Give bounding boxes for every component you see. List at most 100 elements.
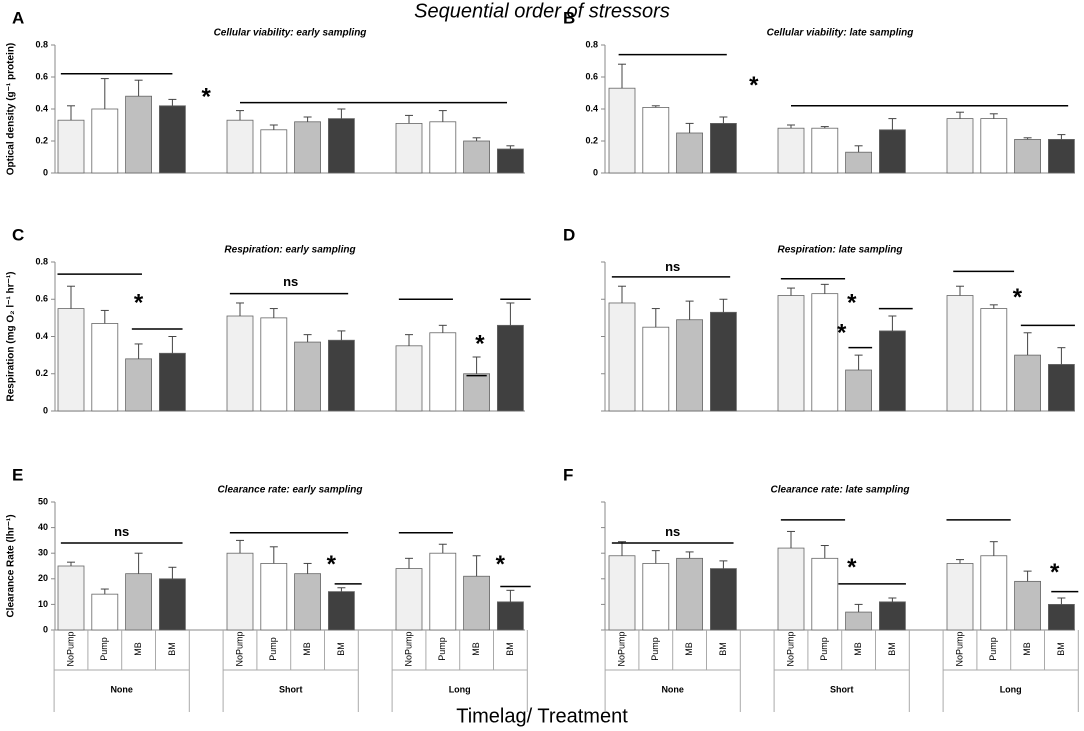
bar	[1014, 138, 1041, 174]
group-label: None	[110, 684, 133, 694]
bar	[777, 547, 805, 631]
y-tick-label: 20	[38, 573, 48, 583]
group-label: Short	[830, 684, 854, 694]
y-tick-label: 0.6	[35, 71, 48, 81]
significance-mark: ns	[283, 274, 298, 289]
significance-mark: *	[475, 331, 485, 358]
bar	[260, 317, 288, 412]
bar	[1048, 138, 1075, 174]
bar-label: NoPump	[234, 631, 244, 666]
bar	[57, 308, 85, 412]
bar	[946, 118, 974, 174]
bar	[980, 555, 1008, 631]
y-tick-label: 0.2	[35, 135, 48, 145]
bar-label: BM	[1056, 642, 1066, 656]
panel-letter: B	[563, 8, 575, 27]
bar	[845, 611, 872, 631]
bar	[1048, 604, 1075, 631]
y-tick-label: 0	[43, 167, 48, 177]
bar	[125, 573, 152, 631]
y-tick-label: 0.6	[585, 71, 598, 81]
bar	[946, 295, 974, 412]
bar	[1048, 364, 1075, 412]
bar	[811, 293, 839, 412]
bar	[879, 601, 906, 631]
bar	[811, 557, 839, 631]
panel-letter: F	[563, 465, 573, 484]
bar	[777, 127, 805, 174]
bar	[395, 345, 423, 412]
significance-mark: *	[202, 83, 212, 110]
bar	[226, 119, 254, 174]
y-tick-label: 0	[593, 167, 598, 177]
bar-label: MB	[853, 642, 863, 656]
bar	[1014, 580, 1041, 631]
bar	[395, 568, 423, 631]
significance-mark: *	[496, 551, 506, 578]
y-tick-label: 40	[38, 522, 48, 532]
figure-title: Sequential order of stressors	[414, 0, 670, 22]
significance-mark: *	[327, 551, 337, 578]
bar-label: MB	[1022, 642, 1032, 656]
bar-label: Pump	[819, 637, 829, 661]
significance-mark: *	[847, 554, 857, 581]
bar-label: MB	[133, 642, 143, 656]
bar	[91, 108, 119, 174]
bar	[676, 319, 703, 412]
y-tick-label: 30	[38, 548, 48, 558]
bar	[294, 121, 322, 174]
bar	[496, 148, 524, 174]
bar-label: BM	[336, 642, 346, 656]
bar	[327, 118, 355, 174]
y-tick-label: 50	[38, 496, 48, 506]
bar	[294, 341, 322, 412]
bar-label: NoPump	[785, 631, 795, 666]
panel-title: Respiration: early sampling	[224, 245, 355, 256]
y-tick-label: 0.2	[585, 135, 598, 145]
y-tick-label: 0.8	[35, 256, 48, 266]
bar	[710, 568, 737, 631]
bar-label: Pump	[437, 637, 447, 661]
bar	[91, 323, 119, 412]
group-label: Short	[279, 684, 303, 694]
y-tick-label: 0.4	[35, 103, 48, 113]
bar	[710, 123, 737, 174]
significance-mark: *	[749, 72, 759, 99]
bar-label: BM	[167, 642, 177, 656]
bar	[946, 563, 974, 631]
bar	[57, 119, 85, 174]
bar	[642, 107, 670, 174]
y-tick-label: 0.6	[35, 294, 48, 304]
panel-title: Cellular viability: late sampling	[767, 28, 914, 39]
bar	[327, 591, 355, 631]
significance-mark: *	[837, 319, 847, 346]
bar	[608, 555, 636, 631]
bar-label: NoPump	[616, 631, 626, 666]
significance-mark: ns	[665, 524, 680, 539]
panel-title: Clearance rate: early sampling	[217, 485, 362, 496]
bar-label: MB	[471, 642, 481, 656]
bar	[158, 352, 186, 412]
panel-title: Cellular viability: early sampling	[214, 28, 367, 39]
y-tick-label: 0.2	[35, 368, 48, 378]
bar	[226, 552, 254, 631]
y-tick-label: 0	[43, 405, 48, 415]
bar	[463, 575, 491, 631]
bar	[845, 369, 872, 412]
bar	[496, 324, 524, 412]
bar	[158, 105, 186, 174]
bar	[294, 573, 322, 631]
y-tick-label: 0.4	[35, 331, 48, 341]
bar	[710, 311, 737, 412]
y-tick-label: 0	[43, 624, 48, 634]
group-label: None	[661, 684, 684, 694]
bar	[158, 578, 186, 631]
significance-mark: *	[134, 290, 144, 317]
bar	[676, 557, 703, 631]
bar	[226, 315, 254, 412]
bar	[429, 552, 457, 631]
significance-mark: *	[847, 290, 857, 317]
panel-letter: C	[12, 225, 24, 244]
y-tick-label: 0.4	[585, 103, 598, 113]
bar	[642, 563, 670, 631]
